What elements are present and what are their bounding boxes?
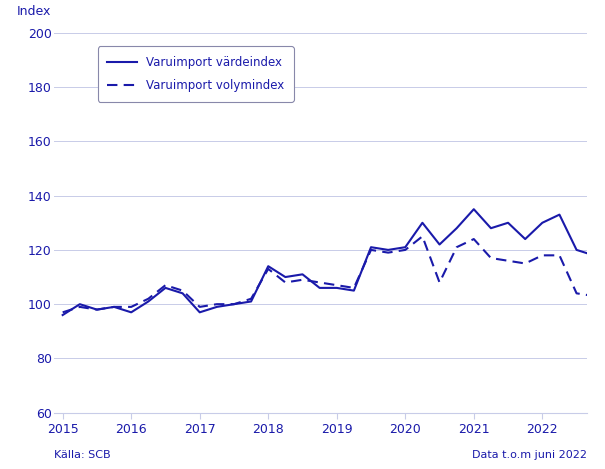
Varuimport volymindex	[76, 304, 83, 310]
Varuimport värdeindex	[470, 206, 477, 212]
Varuimport värdeindex	[76, 302, 83, 307]
Varuimport värdeindex	[590, 252, 597, 258]
Varuimport värdeindex	[419, 220, 426, 226]
Varuimport värdeindex	[522, 236, 529, 242]
Varuimport värdeindex	[487, 226, 494, 231]
Varuimport volymindex	[145, 296, 152, 302]
Varuimport volymindex	[299, 277, 306, 282]
Varuimport volymindex	[59, 310, 67, 315]
Legend: Varuimport värdeindex, Varuimport volymindex: Varuimport värdeindex, Varuimport volymi…	[97, 46, 293, 102]
Text: Data t.o.m juni 2022: Data t.o.m juni 2022	[472, 450, 587, 460]
Varuimport volymindex	[213, 302, 220, 307]
Varuimport volymindex	[282, 280, 289, 285]
Varuimport värdeindex	[145, 299, 152, 304]
Varuimport volymindex	[247, 296, 255, 302]
Varuimport volymindex	[505, 258, 512, 264]
Varuimport volymindex	[573, 290, 580, 296]
Varuimport volymindex	[316, 280, 323, 285]
Varuimport värdeindex	[162, 285, 169, 291]
Varuimport volymindex	[162, 282, 169, 288]
Varuimport värdeindex	[111, 304, 118, 310]
Varuimport värdeindex	[436, 242, 443, 247]
Varuimport volymindex	[385, 250, 392, 256]
Varuimport värdeindex	[538, 220, 546, 226]
Varuimport volymindex	[350, 285, 358, 291]
Varuimport värdeindex	[385, 247, 392, 253]
Varuimport värdeindex	[264, 264, 272, 269]
Varuimport värdeindex	[231, 302, 238, 307]
Varuimport volymindex	[556, 252, 563, 258]
Varuimport volymindex	[128, 304, 135, 310]
Varuimport volymindex	[590, 293, 597, 299]
Varuimport volymindex	[264, 266, 272, 272]
Varuimport värdeindex	[59, 312, 67, 318]
Varuimport värdeindex	[93, 307, 100, 312]
Varuimport volymindex	[453, 244, 460, 250]
Varuimport volymindex	[93, 307, 100, 312]
Text: Index: Index	[17, 5, 51, 18]
Varuimport volymindex	[196, 304, 203, 310]
Line: Varuimport volymindex: Varuimport volymindex	[63, 220, 605, 312]
Varuimport värdeindex	[350, 288, 358, 294]
Varuimport värdeindex	[556, 212, 563, 218]
Varuimport volymindex	[487, 255, 494, 261]
Varuimport värdeindex	[367, 244, 374, 250]
Varuimport volymindex	[436, 280, 443, 285]
Varuimport volymindex	[470, 236, 477, 242]
Varuimport värdeindex	[505, 220, 512, 226]
Varuimport volymindex	[522, 261, 529, 266]
Varuimport värdeindex	[179, 290, 186, 296]
Varuimport värdeindex	[316, 285, 323, 291]
Varuimport värdeindex	[282, 274, 289, 280]
Text: Källa: SCB: Källa: SCB	[54, 450, 111, 460]
Varuimport värdeindex	[196, 310, 203, 315]
Varuimport värdeindex	[333, 285, 341, 291]
Varuimport volymindex	[402, 247, 409, 253]
Varuimport värdeindex	[299, 272, 306, 277]
Varuimport volymindex	[367, 247, 374, 253]
Varuimport värdeindex	[213, 304, 220, 310]
Varuimport värdeindex	[402, 244, 409, 250]
Line: Varuimport värdeindex: Varuimport värdeindex	[63, 95, 605, 315]
Varuimport värdeindex	[247, 299, 255, 304]
Varuimport volymindex	[179, 288, 186, 294]
Varuimport värdeindex	[128, 310, 135, 315]
Varuimport volymindex	[231, 302, 238, 307]
Varuimport volymindex	[538, 252, 546, 258]
Varuimport volymindex	[111, 304, 118, 310]
Varuimport värdeindex	[573, 247, 580, 253]
Varuimport volymindex	[419, 234, 426, 239]
Varuimport volymindex	[333, 282, 341, 288]
Varuimport värdeindex	[453, 226, 460, 231]
